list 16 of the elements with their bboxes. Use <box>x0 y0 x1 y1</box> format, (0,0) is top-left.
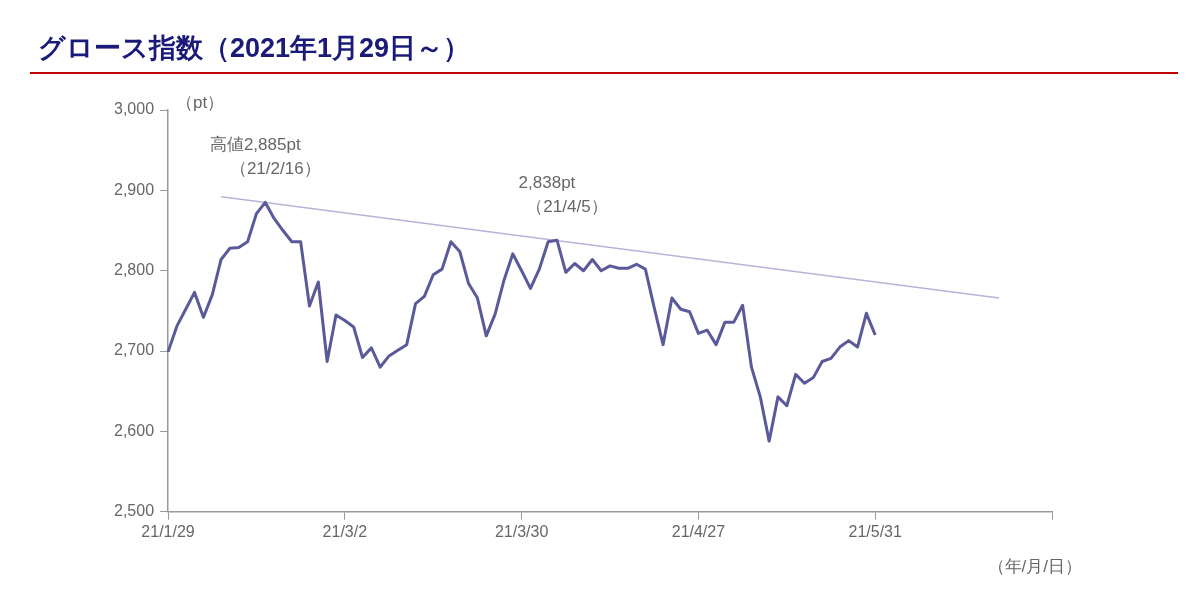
chart-title: グロース指数（2021年1月29日～） <box>37 32 472 65</box>
y-axis-title: （pt） <box>176 93 225 112</box>
y-tick-label: 2,800 <box>113 261 155 279</box>
x-tick-label: 21/4/27 <box>671 522 726 540</box>
annotation: 2,838pt （21/4/5） <box>518 173 608 217</box>
x-tick-label: 21/3/30 <box>494 522 549 540</box>
y-tick-label: 2,700 <box>113 341 155 359</box>
x-tick-label: 21/1/29 <box>141 522 195 540</box>
y-tick-label: 2,900 <box>113 180 155 198</box>
x-tick-label: 21/5/31 <box>848 522 902 540</box>
x-axis-title: （年/月/日） <box>987 556 1082 576</box>
x-tick-label: 21/3/2 <box>322 522 368 540</box>
y-tick-label: 2,500 <box>113 502 155 520</box>
y-tick-label: 2,600 <box>113 421 155 439</box>
annotation: 高値2,885pt （21/2/16） <box>209 135 321 179</box>
y-tick-label: 3,000 <box>113 100 155 118</box>
